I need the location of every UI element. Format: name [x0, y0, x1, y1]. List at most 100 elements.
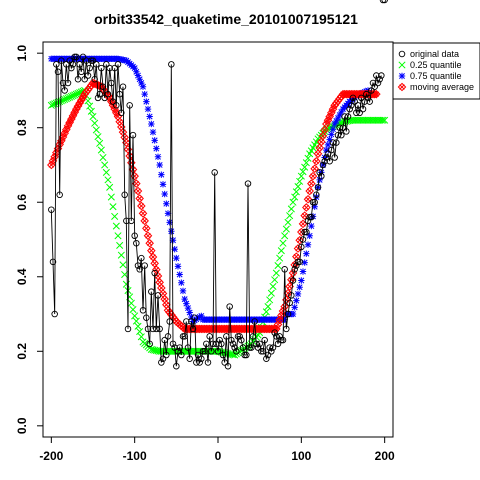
- point-moving-average: [305, 186, 314, 196]
- legend-marker-original-data: [398, 50, 406, 58]
- point-0-75-quantile: [326, 136, 333, 143]
- point-original-data: [304, 217, 312, 225]
- point-0-25-quantile: [349, 116, 357, 124]
- point-moving-average: [312, 156, 321, 166]
- point-0-75-quantile: [143, 98, 150, 105]
- point-original-data: [111, 64, 118, 72]
- point-original-data: [254, 344, 262, 351]
- point-original-data: [184, 344, 192, 351]
- point-original-data: [118, 109, 125, 117]
- point-original-data: [51, 310, 58, 318]
- point-moving-average: [280, 302, 289, 311]
- point-original-data: [249, 333, 257, 340]
- point-original-data: [173, 362, 180, 370]
- point-moving-average: [372, 89, 381, 99]
- legend-box: [392, 42, 480, 100]
- point-0-25-quantile: [156, 347, 164, 355]
- point-0-25-quantile: [267, 289, 275, 297]
- series-original-data: [48, 0, 388, 370]
- point-original-data: [263, 355, 270, 362]
- point-0-25-quantile: [96, 139, 104, 147]
- point-original-data: [236, 333, 243, 340]
- point-0-25-quantile: [94, 133, 102, 141]
- point-0-25-quantile: [271, 276, 279, 284]
- legend-label-original-data: original data: [410, 49, 459, 59]
- point-0-75-quantile: [146, 113, 153, 120]
- point-original-data: [178, 351, 185, 359]
- point-original-data: [114, 61, 122, 68]
- point-original-data: [253, 340, 260, 348]
- point-moving-average: [78, 92, 88, 102]
- point-0-25-quantile: [111, 212, 119, 220]
- point-original-data: [213, 340, 220, 348]
- point-original-data: [171, 344, 178, 351]
- point-moving-average: [288, 268, 298, 278]
- point-original-data: [376, 76, 383, 83]
- point-0-25-quantile: [197, 347, 205, 355]
- point-original-data: [226, 303, 233, 310]
- point-original-data: [116, 90, 123, 98]
- point-original-data: [378, 72, 385, 79]
- point-original-data: [293, 262, 300, 269]
- point-0-75-quantile: [321, 154, 328, 161]
- point-0-25-quantile: [101, 161, 109, 169]
- point-original-data: [368, 87, 375, 94]
- point-0-75-quantile: [168, 228, 175, 235]
- point-0-25-quantile: [92, 126, 100, 134]
- point-original-data: [188, 318, 195, 325]
- point-original-data: [294, 258, 302, 266]
- point-0-25-quantile: [281, 232, 289, 240]
- point-original-data: [158, 359, 165, 366]
- point-0-75-quantile: [338, 108, 345, 116]
- point-0-75-quantile: [331, 120, 338, 128]
- point-0-75-quantile: [289, 310, 297, 318]
- point-original-data: [81, 76, 88, 83]
- point-original-data: [139, 307, 147, 314]
- point-original-data: [211, 169, 218, 176]
- point-0-25-quantile: [291, 193, 299, 201]
- point-original-data: [281, 266, 288, 273]
- y-axis: 0.0 0.2 0.4 0.6 0.8 1.0: [15, 45, 44, 434]
- point-moving-average: [137, 201, 146, 211]
- point-0-75-quantile: [303, 250, 310, 257]
- point-original-data: [308, 213, 315, 221]
- point-0-25-quantile: [364, 116, 372, 124]
- legend-label-0-75-quantile: 0.75 quantile: [410, 71, 462, 81]
- point-original-data: [98, 64, 105, 72]
- point-0-25-quantile: [361, 116, 369, 124]
- point-original-data: [198, 355, 205, 362]
- point-0-75-quantile: [161, 190, 168, 198]
- point-original-data: [133, 239, 140, 247]
- point-original-data: [338, 131, 345, 139]
- point-0-25-quantile: [296, 177, 304, 185]
- point-original-data: [136, 266, 143, 273]
- point-0-25-quantile: [189, 347, 197, 355]
- point-original-data: [273, 333, 280, 340]
- point-original-data: [339, 124, 347, 131]
- point-original-data: [161, 336, 168, 344]
- point-0-75-quantile: [318, 169, 325, 176]
- point-original-data: [148, 288, 155, 295]
- point-0-25-quantile: [374, 116, 382, 124]
- point-original-data: [241, 351, 248, 359]
- point-original-data: [373, 72, 380, 79]
- point-moving-average: [292, 252, 301, 261]
- x-tick-label: 200: [375, 449, 395, 463]
- point-moving-average: [148, 252, 158, 262]
- point-original-data: [93, 61, 100, 68]
- x-axis: -200 -100 0 100 200: [39, 436, 395, 463]
- y-tick-label: 0.0: [15, 417, 29, 434]
- point-moving-average: [318, 131, 328, 141]
- point-0-25-quantile: [377, 116, 385, 124]
- point-0-25-quantile: [274, 262, 282, 270]
- point-0-25-quantile: [131, 312, 139, 320]
- point-moving-average: [313, 149, 323, 159]
- y-tick-label: 0.4: [15, 268, 29, 285]
- point-0-25-quantile: [117, 251, 125, 259]
- point-0-25-quantile: [297, 172, 305, 180]
- point-original-data: [193, 359, 200, 366]
- point-moving-average: [153, 271, 163, 281]
- point-0-25-quantile: [84, 97, 92, 105]
- point-original-data: [258, 348, 265, 355]
- point-original-data: [266, 344, 273, 351]
